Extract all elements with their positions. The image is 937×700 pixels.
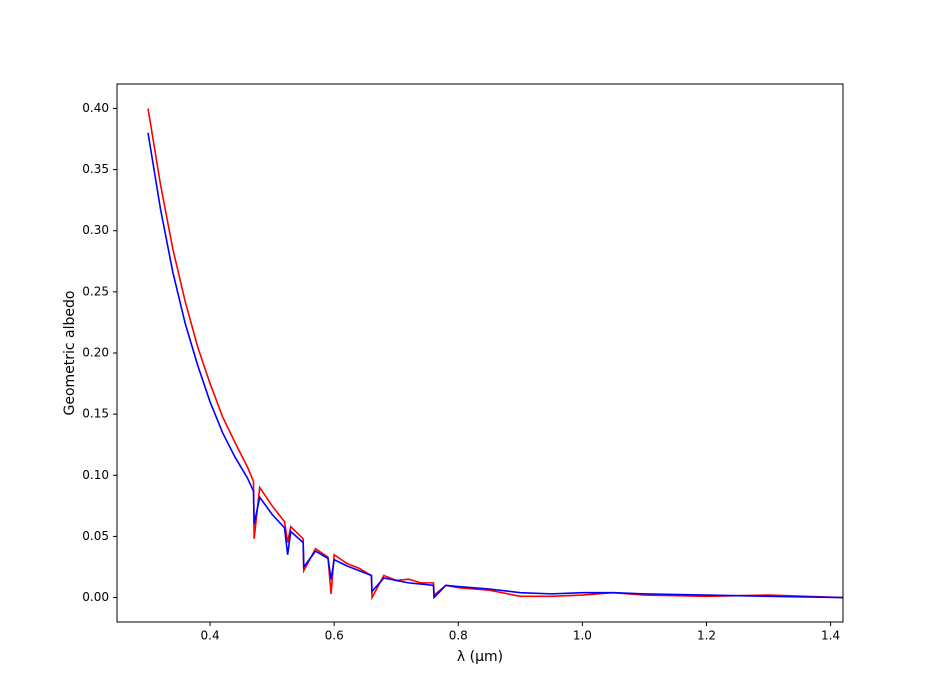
y-tick-label: 0.25 [82,284,109,298]
x-tick-label: 1.0 [573,629,592,643]
y-tick-label: 0.15 [82,407,109,421]
series-line [147,108,843,601]
y-tick-label: 0.30 [82,223,109,237]
x-tick-label: 0.4 [201,629,220,643]
y-tick-label: 0.05 [82,529,109,543]
x-tick-label: 1.4 [821,629,840,643]
series-line [147,132,843,600]
y-tick-label: 0.10 [82,468,109,482]
x-axis-label: λ (μm) [457,649,503,665]
x-tick-label: 0.6 [325,629,344,643]
plot-frame [116,83,844,623]
y-tick-label: 0.20 [82,346,109,360]
y-tick-label: 0.35 [82,162,109,176]
x-tick-label: 1.2 [697,629,716,643]
x-tick-label: 0.8 [449,629,468,643]
y-axis-label: Geometric albedo [62,291,78,416]
y-tick-label: 0.40 [82,101,109,115]
y-tick-label: 0.00 [82,590,109,604]
